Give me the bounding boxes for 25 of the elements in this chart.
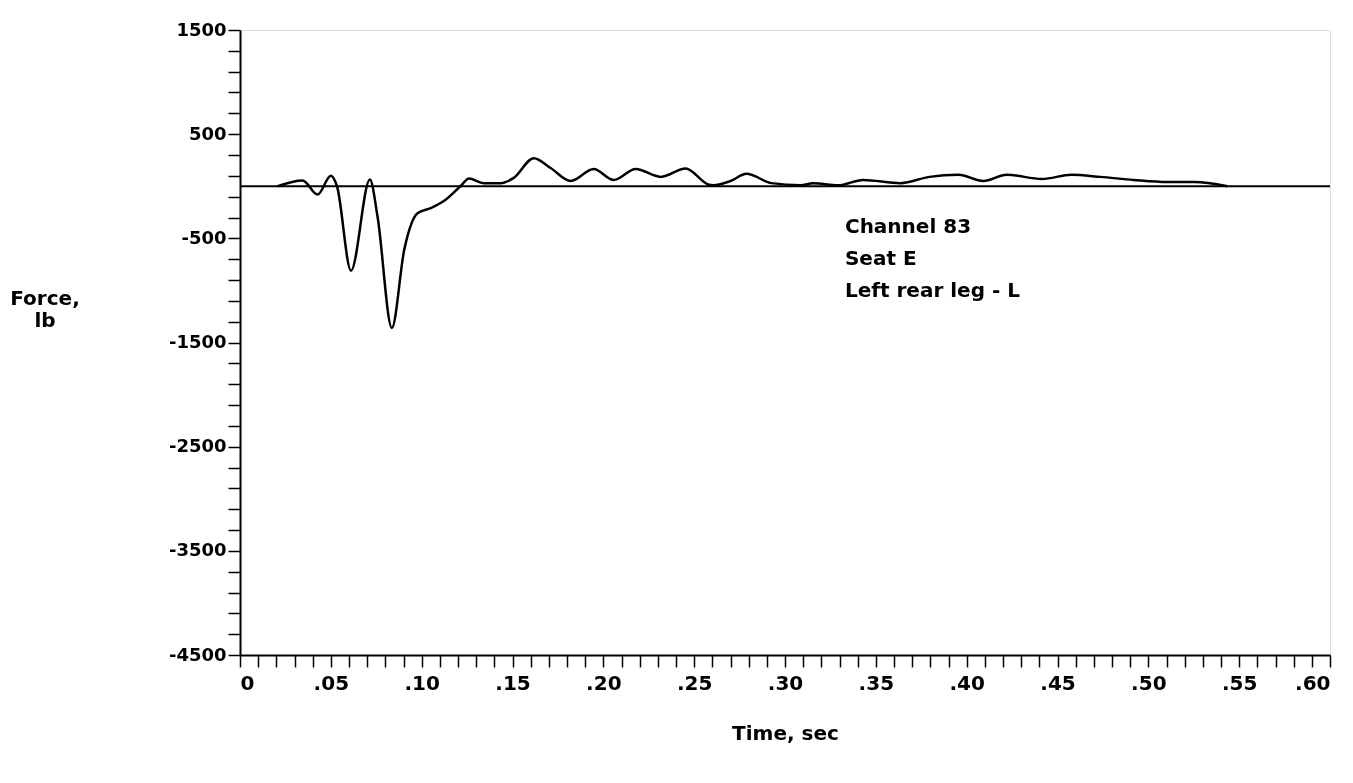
- y-tick-label: -3500: [168, 539, 227, 561]
- annotation: Seat E: [844, 245, 917, 270]
- x-tick-label: .30: [767, 670, 804, 695]
- y-tick-label: 1500: [176, 18, 227, 40]
- y-tick-label: -4500: [168, 643, 227, 665]
- x-tick-label: .55: [1221, 670, 1258, 695]
- x-tick-label: .25: [676, 670, 713, 695]
- y-tick-label: -1500: [168, 331, 227, 352]
- x-tick-label: .40: [949, 670, 985, 695]
- x-tick-label: .15: [495, 670, 531, 695]
- x-tick-label: .35: [858, 670, 895, 695]
- x-tick-label: .05: [313, 670, 350, 695]
- x-axis-title: Time, sec: [732, 720, 839, 745]
- x-tick-label: .20: [586, 670, 622, 695]
- x-tick-label: .60: [1295, 670, 1331, 695]
- y-tick-label: -500: [181, 226, 227, 248]
- x-tick-label: .45: [1040, 670, 1076, 695]
- annotation: Left rear leg - L: [844, 277, 1021, 302]
- y-axis-title: Force, lb: [10, 285, 80, 332]
- x-tick-label: 0: [240, 670, 255, 695]
- x-tick-label: .10: [404, 670, 440, 695]
- annotation: Channel 83: [844, 213, 972, 238]
- x-tick-label: .50: [1131, 670, 1167, 695]
- y-tick-label: 500: [188, 122, 227, 144]
- y-tick-label: -2500: [168, 435, 227, 457]
